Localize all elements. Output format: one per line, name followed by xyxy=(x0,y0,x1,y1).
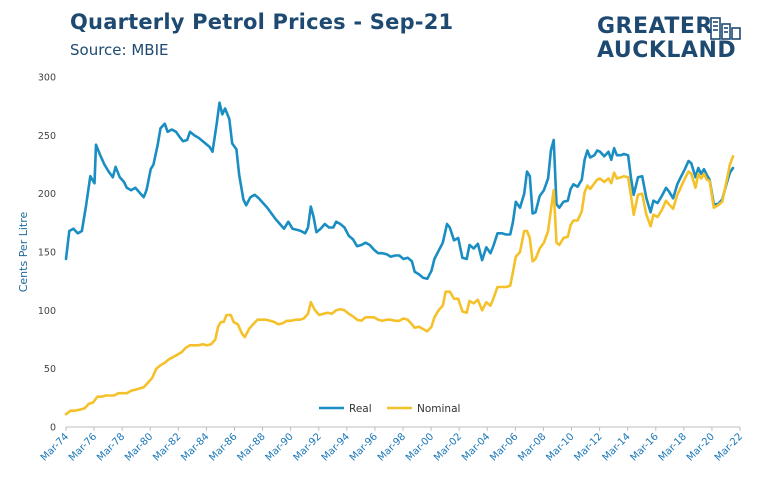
x-tick-label: Mar-04 xyxy=(460,431,492,463)
x-tick-label: Mar-98 xyxy=(376,431,408,463)
x-tick-label: Mar-22 xyxy=(713,431,745,463)
y-tick-label: 50 xyxy=(44,364,56,375)
x-tick-label: Mar-90 xyxy=(264,431,296,463)
x-tick-label: Mar-78 xyxy=(95,431,127,463)
legend: Real Nominal xyxy=(319,403,460,415)
x-tick-label: Mar-20 xyxy=(685,431,717,463)
logo-line-2: AUCKLAND xyxy=(597,38,737,63)
x-tick-label: Mar-00 xyxy=(404,431,436,463)
x-tick-label: Mar-10 xyxy=(544,431,576,463)
greater-auckland-logo: GREATER AUCKLAND xyxy=(597,14,757,64)
y-tick-label: 0 xyxy=(50,423,56,434)
legend-label-real: Real xyxy=(349,403,372,415)
x-tick-label: Mar-08 xyxy=(516,431,548,463)
x-tick-label: Mar-94 xyxy=(320,431,352,463)
x-tick-label: Mar-74 xyxy=(39,431,71,463)
x-tick-label: Mar-96 xyxy=(348,431,380,463)
y-tick-label: 100 xyxy=(38,306,56,317)
x-tick-label: Mar-06 xyxy=(488,431,520,463)
city-skyline-icon xyxy=(710,17,741,40)
x-tick-label: Mar-84 xyxy=(179,431,211,463)
y-tick-label: 200 xyxy=(38,189,56,200)
y-tick-label: 250 xyxy=(38,131,56,142)
x-tick-label: Mar-86 xyxy=(207,431,239,463)
y-axis-label: Cents Per Litre xyxy=(17,212,30,293)
x-tick-label: Mar-16 xyxy=(629,431,661,463)
y-tick-label: 150 xyxy=(38,248,56,259)
chart-subtitle: Source: MBIE xyxy=(70,41,169,59)
legend-label-nominal: Nominal xyxy=(417,403,460,415)
x-tick-label: Mar-18 xyxy=(657,431,689,463)
chart-title: Quarterly Petrol Prices - Sep-21 xyxy=(70,10,454,34)
x-tick-label: Mar-80 xyxy=(123,431,155,463)
series-line-nominal xyxy=(64,155,735,416)
x-tick-label: Mar-76 xyxy=(67,431,99,463)
x-tick-label: Mar-14 xyxy=(601,431,633,463)
x-tick-label: Mar-12 xyxy=(572,431,604,463)
logo-line-1: GREATER xyxy=(597,14,713,39)
series-line-real xyxy=(64,101,735,281)
x-tick-label: Mar-92 xyxy=(292,431,324,463)
x-tick-label: Mar-02 xyxy=(432,431,464,463)
y-tick-label: 300 xyxy=(38,73,56,84)
x-tick-label: Mar-82 xyxy=(151,431,183,463)
x-tick-label: Mar-88 xyxy=(235,431,267,463)
